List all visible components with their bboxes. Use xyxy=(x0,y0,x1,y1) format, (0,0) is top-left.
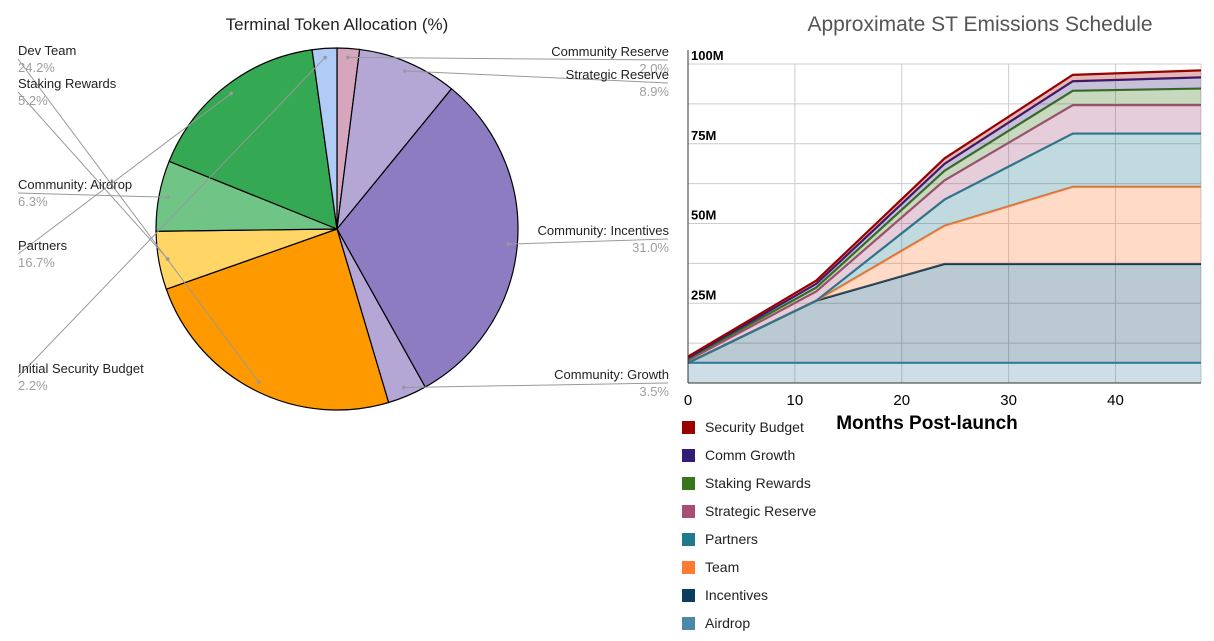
legend-item: Security Budget xyxy=(682,413,816,441)
area-fill xyxy=(688,362,1201,383)
legend-label: Comm Growth xyxy=(705,447,796,463)
pie-slice-value: 5.2% xyxy=(18,93,48,108)
pie-slice-value: 2.0% xyxy=(639,61,669,76)
legend-item: Staking Rewards xyxy=(682,469,816,497)
area-layers xyxy=(687,69,1202,383)
pie-leader-line xyxy=(17,192,169,198)
pie-slice-label: Strategic Reserve xyxy=(566,67,669,82)
pie-leader-dot xyxy=(401,385,406,390)
x-tick-label: 10 xyxy=(787,392,804,409)
area-fill xyxy=(688,105,1201,363)
legend-label: Partners xyxy=(705,531,758,547)
pie-slice-label: Partners xyxy=(18,238,68,253)
area-grid xyxy=(687,63,1202,384)
legend-item: Strategic Reserve xyxy=(682,497,816,525)
legend-item: Partners xyxy=(682,525,816,553)
pie-chart: Terminal Token Allocation (%) Community … xyxy=(17,15,670,411)
legend-swatch xyxy=(682,560,695,574)
y-tick-label: 50M xyxy=(691,208,716,223)
series-line xyxy=(687,104,1201,362)
area-fill xyxy=(688,264,1201,363)
pie-leader-line xyxy=(347,56,669,61)
legend-swatch xyxy=(682,476,695,490)
series-line xyxy=(687,132,1201,364)
pie-leader-line xyxy=(403,382,669,388)
pie-leader-line xyxy=(17,93,232,255)
pie-labels: Community Reserve 2.0%Strategic Reserve 8.… xyxy=(17,43,670,399)
legend-swatch xyxy=(682,532,695,546)
pie-chart-title: Terminal Token Allocation (%) xyxy=(226,15,449,34)
pie-slice-label: Community Reserve xyxy=(551,44,669,59)
series-line xyxy=(687,69,1202,358)
pie-leader-line xyxy=(17,57,326,378)
pie-slice xyxy=(165,228,390,411)
legend-label: Staking Rewards xyxy=(705,475,811,491)
pie-leader-dot xyxy=(229,91,233,96)
pie-slice-value: 2.2% xyxy=(18,378,48,393)
legend-swatch xyxy=(682,588,695,602)
legend-label: Incentives xyxy=(705,587,769,603)
series-line xyxy=(687,76,1202,359)
legend-label: Team xyxy=(705,559,740,575)
legend-label: Strategic Reserve xyxy=(705,503,817,519)
pie-leader-dot xyxy=(402,69,407,73)
x-tick-label: 30 xyxy=(1000,392,1017,409)
pie-slice-label: Community: Growth xyxy=(554,367,669,382)
pie-slice-value: 16.7% xyxy=(18,255,55,270)
pie-slice-label: Initial Security Budget xyxy=(18,361,144,376)
area-chart: Approximate ST Emissions Schedule 25M 50M… xyxy=(684,13,1202,434)
legend-label: Security Budget xyxy=(705,419,804,435)
pie-leader-line xyxy=(404,70,669,84)
pie-leader-dot xyxy=(323,55,327,60)
y-tick-label: 75M xyxy=(691,128,716,143)
pie-leader-dot xyxy=(345,55,350,60)
pie-leader-dot xyxy=(165,257,170,261)
pie-slice xyxy=(168,49,338,230)
x-tick-label: 0 xyxy=(684,392,692,409)
pie-slice-value: 8.9% xyxy=(639,84,669,99)
legend-item: Airdrop xyxy=(682,609,816,637)
pie-slice-value: 3.5% xyxy=(639,384,669,399)
pie-leader-dot xyxy=(166,195,170,200)
pie-slice-value: 6.3% xyxy=(18,194,48,209)
pie-leader-line xyxy=(508,238,669,245)
area-chart-title: Approximate ST Emissions Schedule xyxy=(807,13,1152,36)
pie-leader-line xyxy=(17,91,169,260)
pie-slice xyxy=(311,47,338,230)
x-tick-label: 40 xyxy=(1107,392,1124,409)
series-line xyxy=(687,87,1202,360)
y-tick-label: 100M xyxy=(691,48,724,63)
pie-leader-dot xyxy=(257,380,261,385)
area-axes: 25M 50M 75M 100M 0 10 20 30 40 xyxy=(684,48,1201,409)
pie-slice-value: 31.0% xyxy=(632,240,669,255)
pie-leader-dot xyxy=(506,242,511,246)
pie-slice xyxy=(336,87,519,388)
pie-slice xyxy=(336,48,453,231)
area-fill xyxy=(688,186,1201,363)
area-legend: Security Budget Comm Growth Staking Reward… xyxy=(682,413,816,637)
pie-slice-label: Community: Airdrop xyxy=(18,177,132,192)
pie-leader-line xyxy=(17,58,260,383)
legend-swatch xyxy=(682,420,695,434)
area-fill xyxy=(688,133,1201,363)
legend-label: Airdrop xyxy=(705,615,751,631)
x-tick-label: 20 xyxy=(893,392,910,409)
pie-slice-label: Staking Rewards xyxy=(18,76,117,91)
y-tick-label: 25M xyxy=(691,287,716,302)
pie-slices xyxy=(155,47,519,411)
pie-slice-value: 24.2% xyxy=(18,60,55,75)
x-axis-label: Months Post-launch xyxy=(836,413,1018,434)
legend-item: Incentives xyxy=(682,581,816,609)
legend-item: Comm Growth xyxy=(682,441,816,469)
legend-item: Team xyxy=(682,553,816,581)
legend-swatch xyxy=(682,448,695,462)
pie-slice-label: Dev Team xyxy=(18,43,76,58)
legend-swatch xyxy=(682,616,695,630)
pie-slice-label: Community: Incentives xyxy=(538,223,670,238)
legend-swatch xyxy=(682,504,695,518)
